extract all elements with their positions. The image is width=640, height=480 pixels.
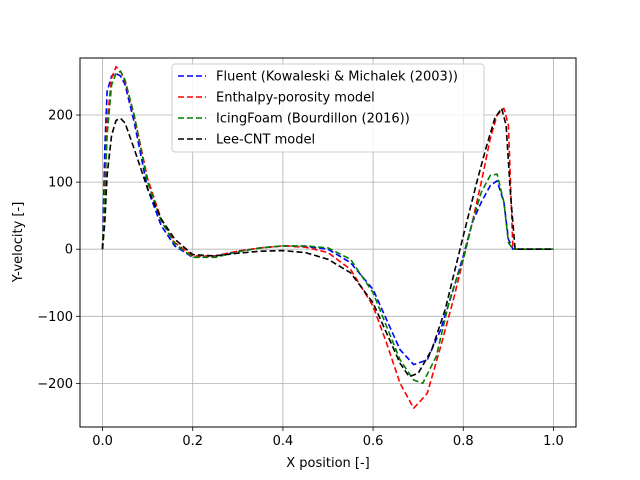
legend: Fluent (Kowaleski & Michalek (2003)) Enth… (171, 63, 485, 153)
y-axis-label: Y-velocity [-] (11, 202, 26, 284)
y-tick-label: −200 (37, 377, 73, 392)
axis-ticks: 0.0 0.2 0.4 0.6 0.8 1.0 −200 −100 0 100 200 (37, 109, 564, 449)
series-line-3 (101, 107, 554, 378)
x-tick-label: 1.0 (543, 434, 564, 449)
x-tick-label: 0.2 (182, 434, 203, 449)
series-line-0 (101, 72, 554, 366)
legend-entry-0: Fluent (Kowaleski & Michalek (2003)) (216, 70, 458, 85)
x-tick-label: 0.6 (363, 434, 384, 449)
series-line-2 (101, 70, 554, 385)
y-tick-label: −100 (37, 310, 73, 325)
series-layer (101, 65, 554, 410)
y-tick-label: 100 (48, 176, 73, 191)
y-tick-label: 200 (48, 109, 73, 124)
x-axis-label: X position [-] (286, 456, 370, 471)
plot-area-frame (79, 57, 577, 428)
legend-entry-1: Enthalpy-porosity model (216, 91, 375, 106)
y-tick-label: 0 (65, 243, 73, 258)
x-tick-label: 0.8 (453, 434, 474, 449)
x-tick-label: 0.4 (273, 434, 294, 449)
legend-box (171, 63, 485, 153)
legend-entry-2: IcingFoam (Bourdillon (2016)) (216, 112, 410, 127)
x-tick-label: 0.0 (92, 434, 113, 449)
legend-entry-3: Lee-CNT model (216, 133, 315, 148)
